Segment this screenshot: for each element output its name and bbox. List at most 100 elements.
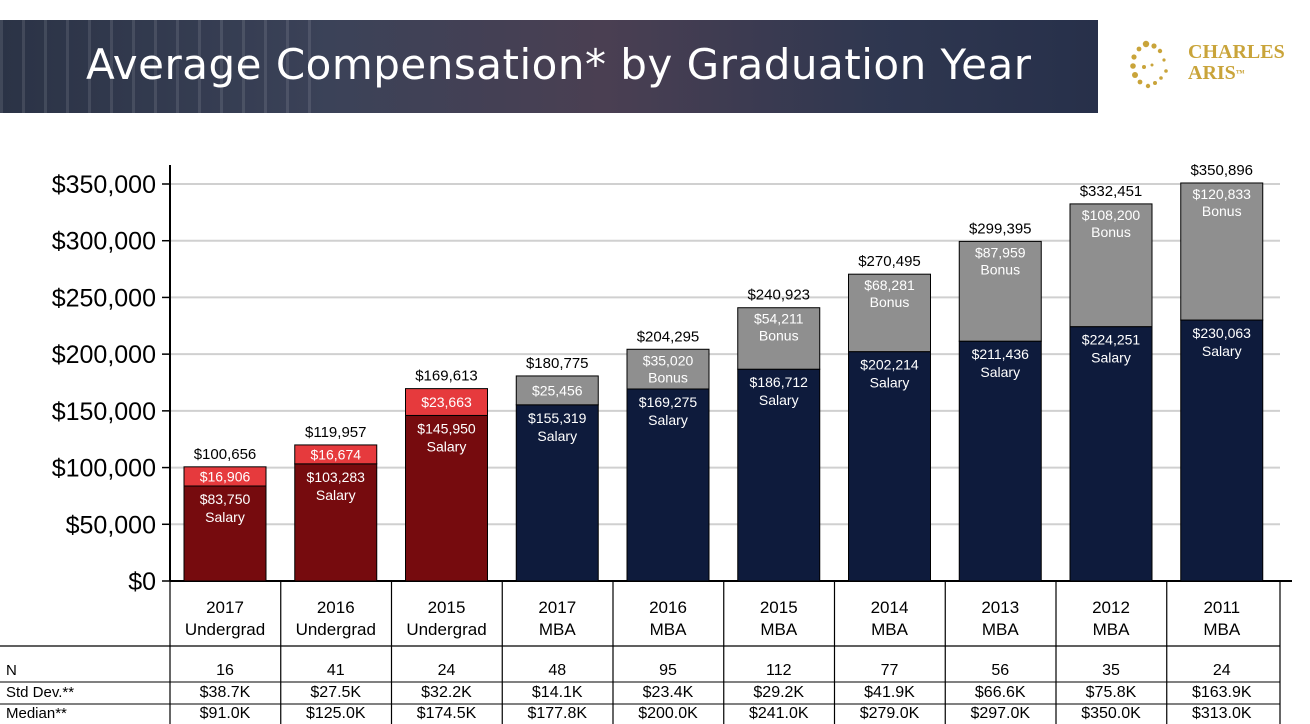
salary-value-label: $211,436: [972, 346, 1030, 362]
logo-dots-icon: [1130, 40, 1168, 89]
table-cell: 112: [766, 662, 792, 679]
salary-bar: [626, 388, 710, 582]
total-label: $270,495: [858, 253, 921, 270]
salary-value-label: $83,750: [200, 491, 251, 507]
bonus-bar: [848, 273, 931, 353]
salary-value-label: $155,319: [528, 410, 587, 426]
x-category-year: 2015: [760, 598, 798, 617]
total-label: $180,775: [526, 355, 589, 372]
table-cell: $163.9K: [1192, 684, 1252, 701]
table-cell: $279.0K: [860, 705, 920, 722]
bonus-value-label: $25,456: [532, 382, 583, 398]
salary-bar: [183, 485, 267, 582]
x-category-year: 2012: [1092, 598, 1130, 617]
bonus-value-label: $87,959: [975, 244, 1026, 260]
x-category-program: MBA: [871, 620, 909, 639]
salary-word-label: Salary: [537, 428, 577, 444]
bonus-bar: [626, 348, 710, 390]
table-cell: $241.0K: [749, 705, 809, 722]
bonus-word-label: Bonus: [648, 369, 688, 385]
salary-value-label: $202,214: [860, 357, 919, 373]
stats-table: 2017 Undergrad 2016 Undergrad 2015 Undergrad 2…: [0, 581, 1281, 724]
salary-bar: [848, 351, 931, 582]
total-label: $332,451: [1080, 183, 1143, 200]
x-category-year: 2017: [538, 598, 576, 617]
x-category-program: MBA: [1093, 620, 1131, 639]
table-cell: 48: [548, 662, 566, 679]
logo-trademark: ™: [1235, 68, 1245, 78]
salary-value-label: $230,063: [1193, 325, 1252, 341]
x-category-year: 2015: [428, 598, 466, 617]
bonus-bar: [958, 240, 1042, 342]
salary-word-label: Salary: [870, 375, 910, 391]
bar-labels: $100,656 $16,906 $83,750 Salary $119,957 $16,…: [194, 162, 1253, 525]
salary-value-label: $103,283: [307, 469, 366, 485]
bonus-bar: [737, 307, 821, 370]
x-category-year: 2011: [1203, 598, 1240, 617]
total-label: $100,656: [194, 446, 257, 463]
bonus-value-label: $120,833: [1193, 186, 1252, 202]
total-label: $169,613: [415, 368, 478, 385]
table-cell: $32.2K: [421, 684, 472, 701]
x-category-year: 2013: [981, 598, 1019, 617]
table-cell: $75.8K: [1086, 684, 1137, 701]
bonus-word-label: Bonus: [980, 261, 1020, 277]
table-cell: $350.0K: [1081, 705, 1141, 722]
x-category-program: MBA: [650, 620, 688, 639]
bonus-bar: [183, 466, 267, 487]
y-tick-label: $200,000: [52, 341, 156, 369]
y-tick-label: $150,000: [52, 398, 156, 426]
table-row-label: Median**: [6, 705, 67, 722]
banner-background: [0, 20, 320, 113]
table-cell: 24: [438, 662, 456, 679]
logo-line-1: CHARLES: [1188, 41, 1285, 63]
salary-word-label: Salary: [648, 412, 688, 428]
total-label: $350,896: [1190, 162, 1253, 179]
table-cell: 41: [327, 662, 345, 679]
bonus-word-label: Bonus: [759, 328, 799, 344]
y-tick-label: $250,000: [52, 284, 156, 312]
table-cell: $177.8K: [527, 705, 587, 722]
table-cell: $174.5K: [417, 705, 477, 722]
bonus-bar: [405, 388, 488, 416]
bonus-value-label: $35,020: [643, 352, 694, 368]
table-cell: $27.5K: [310, 684, 361, 701]
salary-value-label: $186,712: [750, 374, 809, 390]
x-category-program: MBA: [1203, 620, 1241, 639]
table-cell: $38.7K: [200, 684, 251, 701]
bonus-word-label: Bonus: [1091, 224, 1131, 240]
x-category-year: 2016: [317, 598, 355, 617]
logo-line-2: ARIS: [1188, 62, 1236, 84]
total-label: $240,923: [747, 287, 810, 304]
x-category-program: Undergrad: [296, 620, 376, 639]
bonus-value-label: $16,906: [200, 468, 251, 484]
y-axis: $0 $50,000 $100,000 $150,000 $200,000 $250,00…: [52, 165, 1292, 596]
salary-word-label: Salary: [427, 438, 467, 454]
x-category-program: MBA: [982, 620, 1020, 639]
salary-word-label: Salary: [759, 392, 799, 408]
bonus-bar: [1069, 203, 1153, 328]
y-tick-label: $100,000: [52, 455, 156, 483]
bonus-value-label: $54,211: [754, 311, 804, 327]
bonus-value-label: $68,281: [864, 277, 915, 293]
table-cell: $66.6K: [975, 684, 1026, 701]
table-row-label: N: [6, 662, 17, 679]
table-cell: $297.0K: [970, 705, 1030, 722]
table-cell: 95: [659, 662, 677, 679]
salary-word-label: Salary: [316, 487, 356, 503]
table-cell: 35: [1102, 662, 1120, 679]
total-label: $119,957: [305, 424, 366, 441]
table-cell: $29.2K: [753, 684, 804, 701]
x-category-year: 2017: [206, 598, 244, 617]
salary-bar: [1180, 319, 1264, 582]
table-cell: 56: [991, 662, 1009, 679]
salary-bar: [1069, 326, 1153, 582]
table-cell: $200.0K: [638, 705, 698, 722]
table-cell: 24: [1213, 662, 1231, 679]
salary-word-label: Salary: [980, 364, 1020, 380]
bonus-value-label: $23,663: [421, 394, 472, 410]
compensation-chart: $0 $50,000 $100,000 $150,000 $200,000 $250,00…: [0, 162, 1292, 724]
y-tick-label: $350,000: [52, 171, 156, 199]
total-label: $204,295: [637, 328, 700, 345]
table-cell: $14.1K: [532, 684, 583, 701]
